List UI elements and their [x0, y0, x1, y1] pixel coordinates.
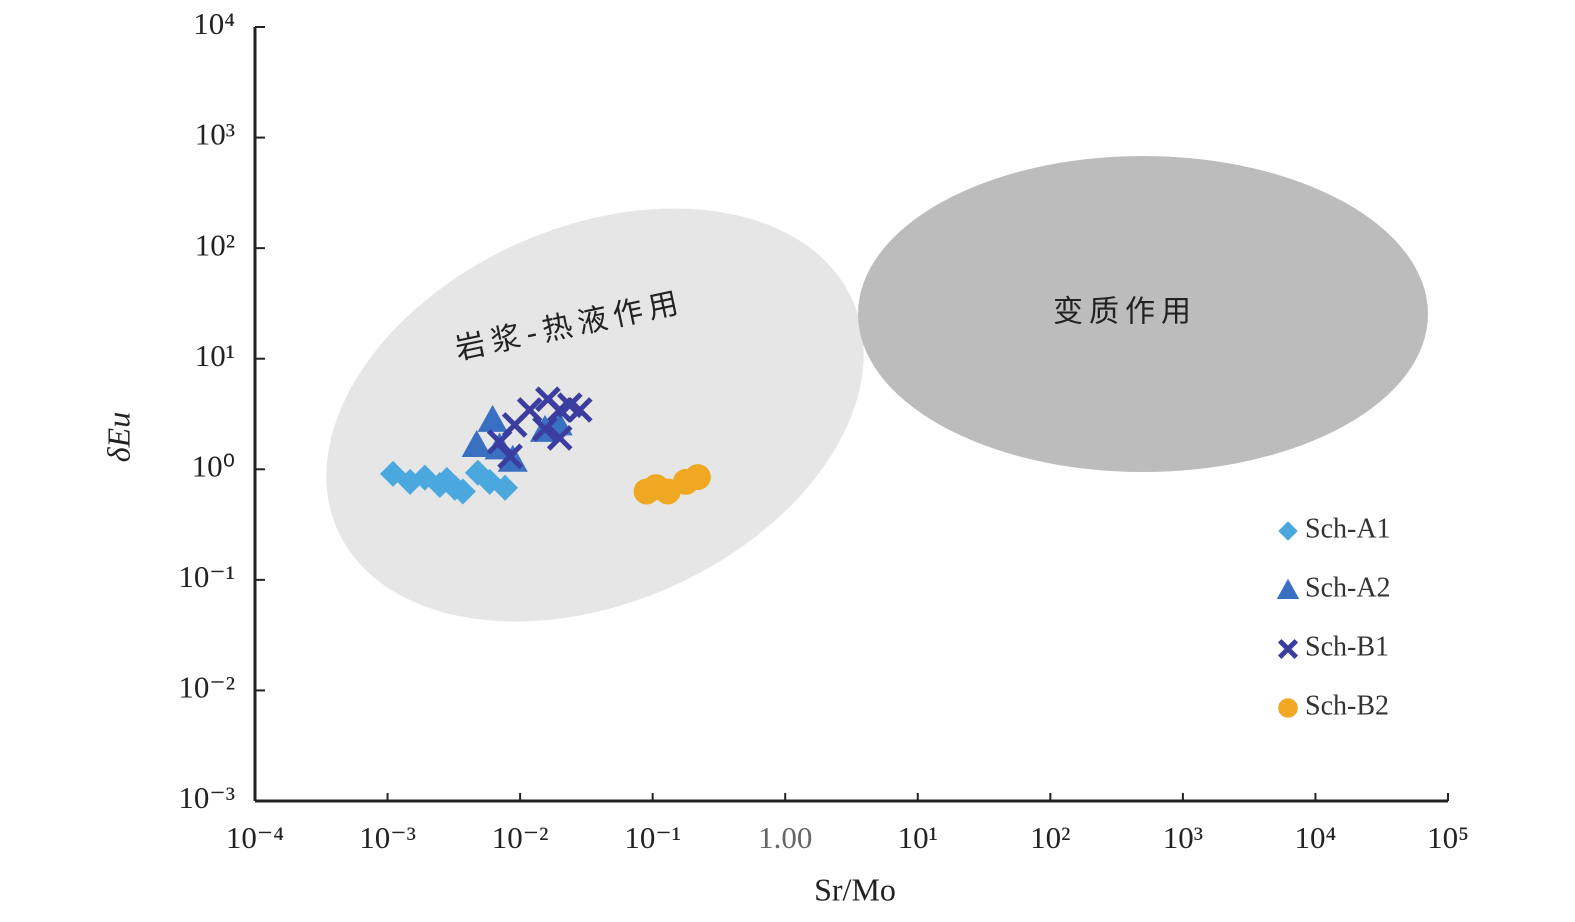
marker	[449, 478, 476, 505]
x-tick-label: 1.00	[758, 820, 812, 855]
marker	[492, 474, 519, 501]
legend-label: Sch-B2	[1305, 690, 1389, 721]
x-tick-label: 10⁴	[1295, 820, 1337, 855]
y-tick-label: 10³	[195, 117, 235, 152]
marker	[516, 397, 543, 423]
y-tick-label: 10⁻²	[178, 670, 235, 705]
marker	[684, 464, 711, 491]
legend-marker	[1278, 521, 1298, 541]
x-tick-label: 10⁻⁴	[226, 820, 284, 855]
legend-marker	[1277, 638, 1299, 660]
y-tick-label: 10⁰	[192, 448, 235, 483]
marker	[477, 404, 508, 432]
legend-marker	[1278, 698, 1298, 718]
x-tick-label: 10²	[1030, 820, 1070, 855]
x-tick-label: 10⁻³	[359, 820, 416, 855]
marker	[497, 443, 523, 470]
x-tick-label: 10⁻¹	[624, 820, 681, 855]
y-tick-label: 10¹	[195, 338, 235, 373]
x-tick-label: 10³	[1163, 820, 1203, 855]
marker	[566, 397, 593, 423]
magmatic-region	[326, 208, 864, 622]
x-tick-label: 10⁻²	[492, 820, 549, 855]
marker	[546, 425, 573, 451]
region-label: 变质作用	[1053, 295, 1197, 330]
legend-label: Sch-A2	[1305, 572, 1391, 603]
metamorphic-region	[858, 156, 1428, 472]
legend-label: Sch-B1	[1305, 631, 1389, 662]
y-tick-label: 10²	[195, 227, 235, 262]
y-tick-label: 10⁻³	[178, 780, 235, 815]
x-tick-label: 10⁵	[1427, 820, 1469, 855]
x-tick-label: 10¹	[898, 820, 938, 855]
x-axis-title: Sr/Mo	[814, 871, 896, 907]
y-axis-title: δEu	[100, 412, 136, 462]
legend-label: Sch-A1	[1305, 513, 1391, 544]
marker	[461, 429, 492, 457]
marker	[433, 467, 460, 494]
y-tick-label: 10⁴	[193, 6, 235, 41]
legend-marker	[1276, 578, 1300, 599]
marker	[532, 416, 558, 442]
y-tick-label: 10⁻¹	[178, 559, 235, 594]
